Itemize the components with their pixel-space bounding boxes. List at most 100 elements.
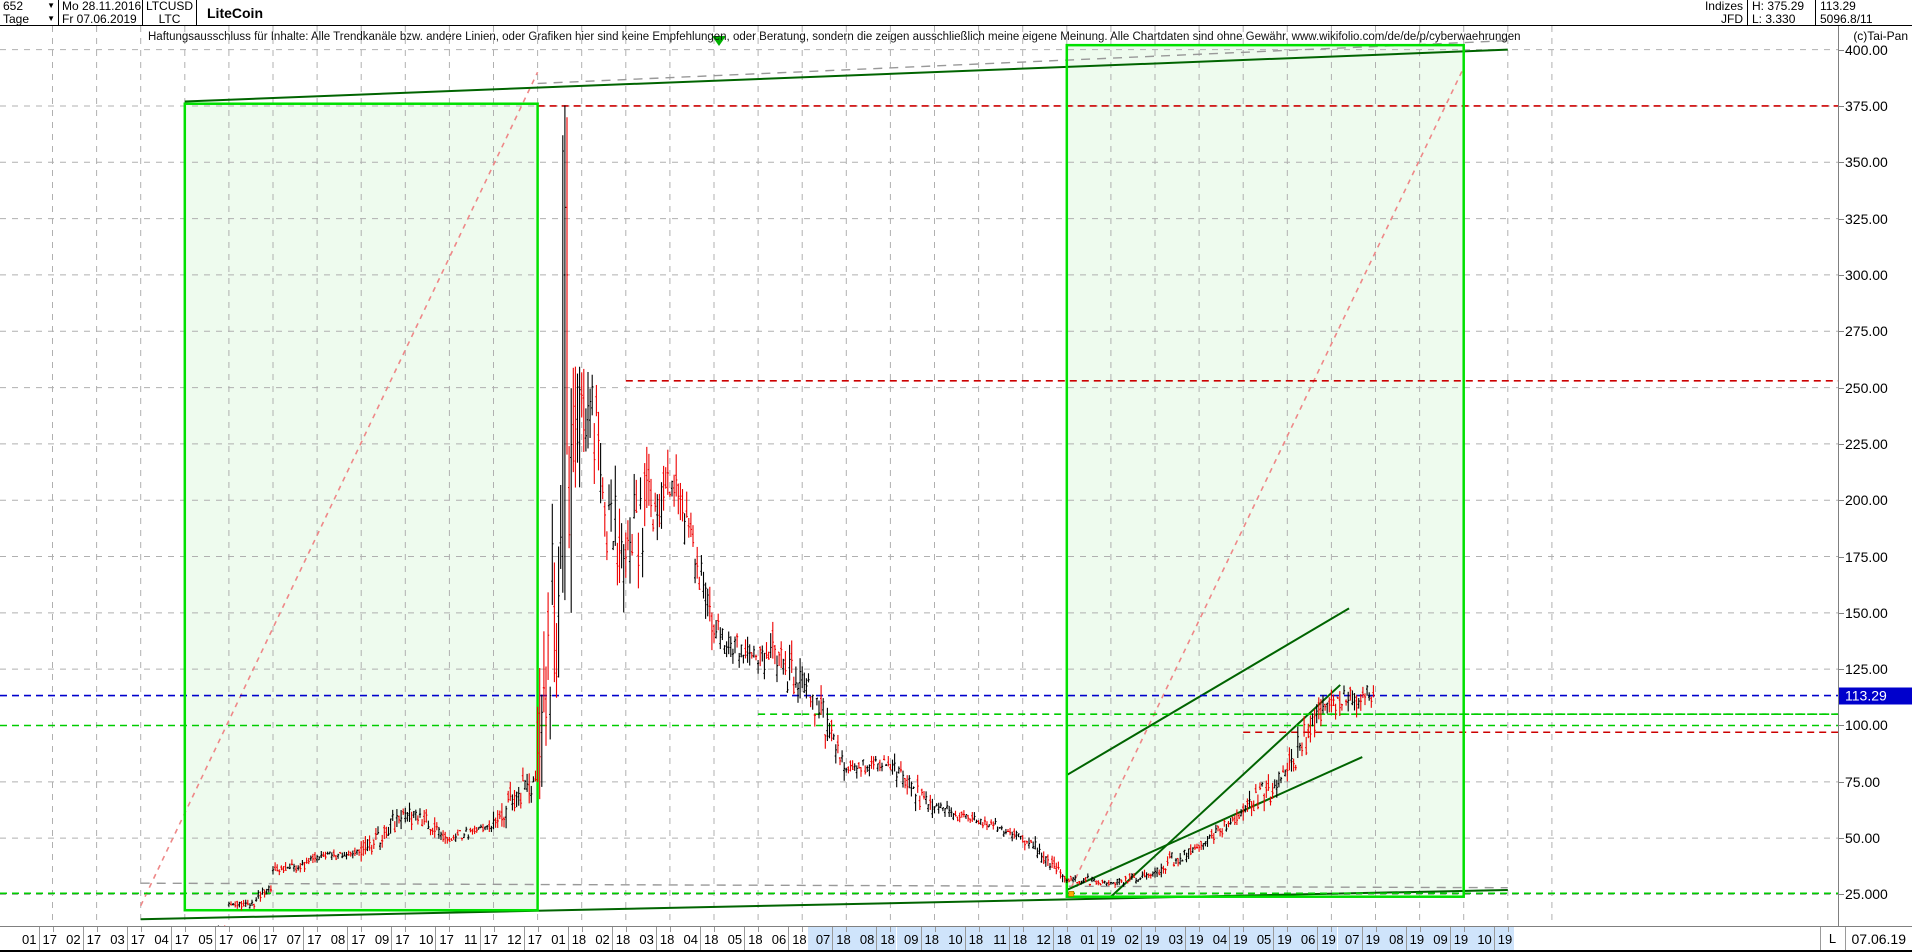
date-axis-tick[interactable]: 03 18	[632, 927, 676, 950]
date-tick-month: 07	[286, 931, 302, 947]
date-axis-tick[interactable]: 09 18	[896, 927, 941, 950]
date-axis-tickmark	[1375, 927, 1377, 932]
date-axis-tick[interactable]: 06 19	[1293, 927, 1338, 950]
candlestick-series	[217, 105, 1375, 926]
date-tick-month: 10	[418, 931, 434, 947]
date-axis-tickmark	[669, 927, 671, 932]
date-axis-tick[interactable]: 10 18	[940, 927, 985, 950]
date-axis-tick[interactable]: 10 17	[411, 927, 455, 950]
date-axis-tick[interactable]: 02 17	[59, 927, 103, 950]
bar-count-value: 652	[3, 0, 24, 13]
symbol-display[interactable]: LTCUSD LTC	[143, 0, 197, 25]
date-axis-tick[interactable]: 06 17	[235, 927, 279, 950]
last-price-marker[interactable]: 113.29	[1839, 687, 1912, 705]
date-axis-tickmark	[581, 927, 583, 932]
rising-channel-mid[interactable]	[1110, 684, 1341, 898]
date-tick-month: 04	[683, 931, 698, 947]
date-tick-year: 19	[1405, 927, 1424, 950]
date-axis-tick[interactable]: 06 18	[764, 927, 808, 950]
date-axis-tick[interactable]: 07 17	[279, 927, 323, 950]
date-axis-tick[interactable]: 01 18	[544, 927, 588, 950]
top-triangle-marker[interactable]	[712, 36, 726, 46]
symbol-pair: LTCUSD	[145, 0, 194, 13]
period-value: Tage	[3, 12, 30, 25]
date-axis-tick[interactable]: 02 18	[588, 927, 632, 950]
rising-channel-lower[interactable]	[1066, 756, 1363, 891]
date-axis-tick[interactable]: 05 18	[720, 927, 764, 950]
bar-count-row[interactable]: 652 ▼	[0, 0, 58, 13]
price-axis[interactable]: 400.00 375.00 350.00 325.00 300.00 275.00 250.…	[1838, 26, 1912, 926]
date-axis-tickmark	[1331, 927, 1333, 932]
date-axis-tickmark	[1110, 927, 1112, 932]
date-axis[interactable]: L 07.06.19 01 17 02 17 03 17 04 17 05 17 06 17 07 17 0…	[0, 926, 1912, 952]
period-row[interactable]: Tage ▼	[0, 13, 58, 26]
date-tick-year: 17	[479, 927, 498, 950]
date-axis-tickmark	[625, 927, 627, 932]
date-tick-month: 11	[464, 931, 478, 947]
date-axis-tickmark	[1243, 927, 1245, 932]
date-tick-month: 05	[727, 931, 743, 947]
rising-channel-upper[interactable]	[1066, 607, 1350, 776]
cycle-low-marker[interactable]	[1068, 891, 1075, 897]
price-axis-label: 250.00	[1839, 379, 1888, 396]
chevron-down-icon[interactable]: ▼	[47, 1, 55, 11]
date-axis-tick[interactable]: 05 19	[1249, 927, 1294, 950]
date-axis-tick[interactable]: 03 19	[1161, 927, 1206, 950]
long-term-support-line[interactable]	[140, 888, 1508, 921]
volume-info: 5096.8/11	[1820, 12, 1873, 25]
trendline-grey-lower[interactable]	[140, 882, 1508, 889]
date-axis-tickmark	[1419, 927, 1421, 932]
date-axis-tick[interactable]: 01 19	[1072, 927, 1117, 950]
date-axis-tick[interactable]: 04 17	[147, 927, 191, 950]
date-tick-month: 02	[66, 931, 81, 947]
date-tick-month: 05	[198, 931, 213, 947]
date-axis-tick[interactable]: 04 18	[676, 927, 720, 950]
last-quote-display: 113.29 5096.8/11	[1816, 0, 1912, 25]
date-tick-year: 18	[876, 927, 895, 950]
date-tick-year: 19	[1493, 927, 1512, 950]
date-tick-month: 06	[1300, 931, 1316, 947]
date-tick-year: 18	[964, 927, 983, 950]
date-tick-year: 17	[82, 927, 101, 950]
date-axis-tick[interactable]: 09 17	[367, 927, 411, 950]
long-term-resistance-line[interactable]	[184, 48, 1508, 103]
date-axis-tick[interactable]: 10 19	[1469, 927, 1514, 950]
date-range-display[interactable]: Mo 28.11.2016 Fr 07.06.2019	[59, 0, 143, 25]
date-axis-tick[interactable]: 07 19	[1337, 927, 1382, 950]
date-axis-tick[interactable]: 11 17	[456, 927, 500, 950]
price-axis-label: 150.00	[1839, 604, 1888, 621]
date-axis-tick[interactable]: 12 17	[500, 927, 544, 950]
date-axis-tick[interactable]: 09 19	[1425, 927, 1470, 950]
cycle-projection-line-2[interactable]	[1066, 67, 1465, 898]
date-axis-tick[interactable]: 02 19	[1117, 927, 1162, 950]
date-axis-tick[interactable]: 08 18	[852, 927, 897, 950]
cycle-projection-line-1[interactable]	[139, 71, 539, 907]
date-axis-tick[interactable]: 03 17	[103, 927, 147, 950]
date-axis-tick[interactable]: 01 17	[15, 927, 59, 950]
period-selector[interactable]: 652 ▼ Tage ▼	[0, 0, 59, 25]
date-tick-month: 05	[1256, 931, 1272, 947]
date-axis-tick[interactable]: 04 19	[1205, 927, 1250, 950]
highlight-box-outline-2[interactable]	[1065, 43, 1465, 898]
date-tick-month: 11	[993, 931, 1007, 947]
trendline-grey-upper[interactable]	[537, 39, 1508, 85]
highlight-box-outline-1[interactable]	[183, 102, 539, 912]
date-axis-tick[interactable]: 12 18	[1028, 927, 1073, 950]
chart-plot-area[interactable]	[0, 26, 1838, 926]
date-axis-tick[interactable]: 08 17	[323, 927, 367, 950]
date-axis-tick[interactable]: 08 19	[1381, 927, 1426, 950]
date-tick-year: 18	[1052, 927, 1071, 950]
date-axis-tickmark	[714, 927, 715, 932]
date-axis-tick[interactable]: 11 18	[984, 927, 1029, 950]
chevron-down-icon[interactable]: ▼	[47, 13, 55, 23]
date-tick-year: 17	[391, 927, 410, 950]
date-axis-tickmark	[802, 927, 804, 932]
date-tick-month: 06	[242, 931, 257, 947]
price-axis-label: 375.00	[1839, 97, 1888, 114]
date-axis-tick[interactable]: 05 17	[191, 927, 235, 950]
date-tick-month: 02	[1124, 931, 1139, 947]
chart-canvas[interactable]	[0, 26, 1838, 926]
date-axis-tick[interactable]: 07 18	[808, 927, 853, 950]
source-provider: JFD	[1721, 12, 1743, 25]
date-tick-month: 03	[110, 931, 125, 947]
